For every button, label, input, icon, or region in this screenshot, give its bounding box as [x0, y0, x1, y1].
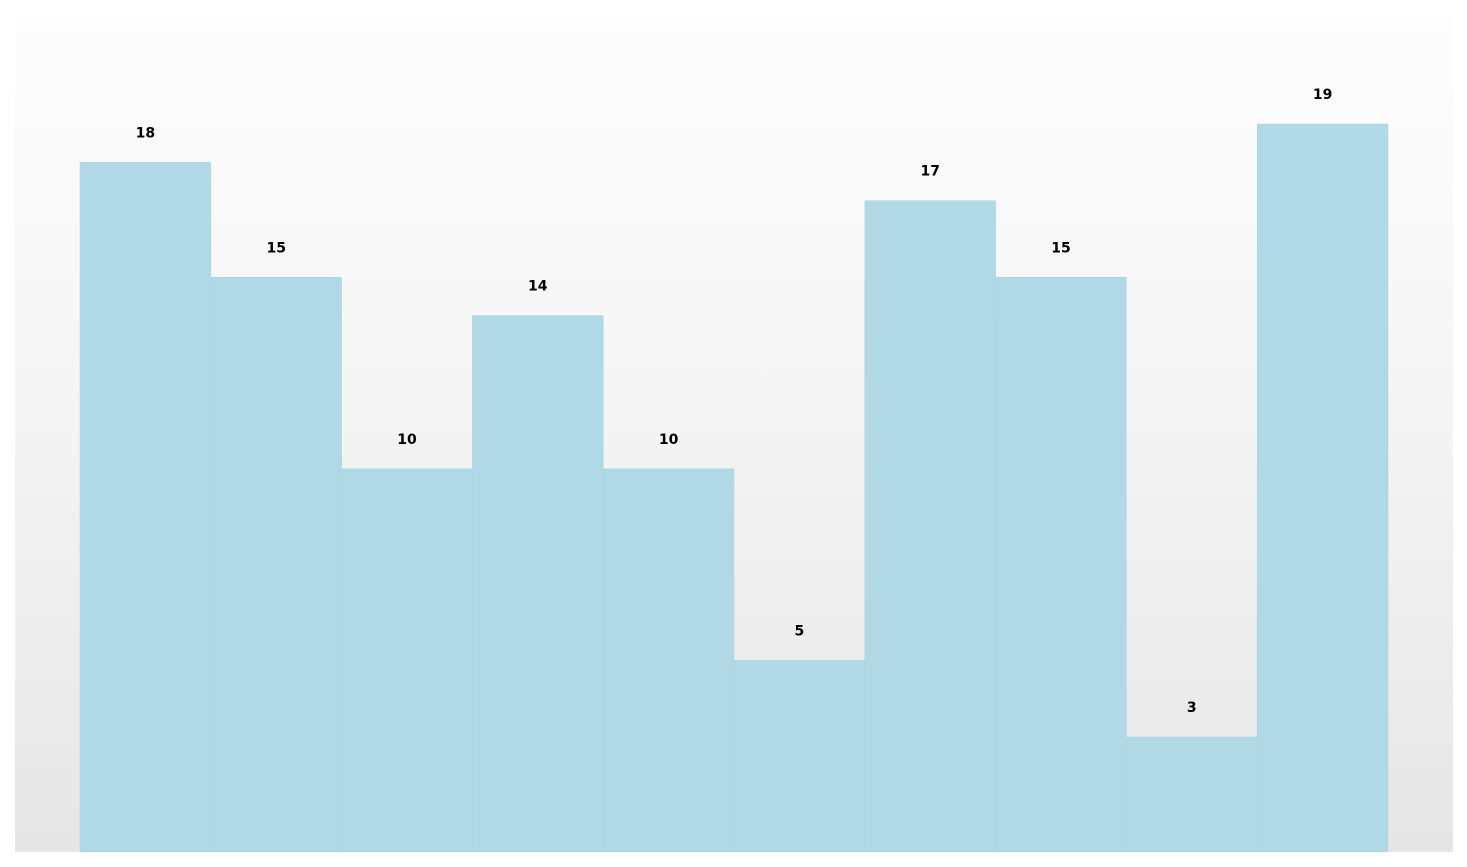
bar-value-label: 5 — [795, 623, 805, 639]
bar — [864, 200, 996, 852]
bar — [602, 468, 735, 852]
bar — [210, 277, 342, 852]
bar — [1256, 123, 1389, 852]
bar — [79, 162, 212, 852]
bar-value-label: 17 — [920, 164, 939, 180]
bar — [995, 277, 1127, 852]
bar-value-label: 10 — [659, 432, 679, 448]
bar — [472, 315, 604, 852]
chart-area: 18 15 10 14 10 5 17 15 3 19 — [15, 15, 1453, 852]
bar-value-label: 15 — [266, 240, 285, 256]
bar — [341, 468, 473, 852]
bar-value-label: 15 — [1051, 240, 1070, 256]
bar-chart: 18 15 10 14 10 5 17 15 3 19 — [79, 87, 1389, 852]
bar-value-label: 10 — [397, 432, 417, 448]
bar — [1126, 736, 1258, 852]
bar-value-label: 3 — [1187, 700, 1197, 716]
bar-value-label: 19 — [1313, 87, 1332, 103]
value-labels-group: 18 15 10 14 10 5 17 15 3 19 — [136, 87, 1333, 716]
bars-group — [79, 123, 1389, 852]
bar-value-label: 18 — [136, 125, 155, 141]
bar-value-label: 14 — [528, 279, 548, 295]
bar — [733, 660, 866, 852]
